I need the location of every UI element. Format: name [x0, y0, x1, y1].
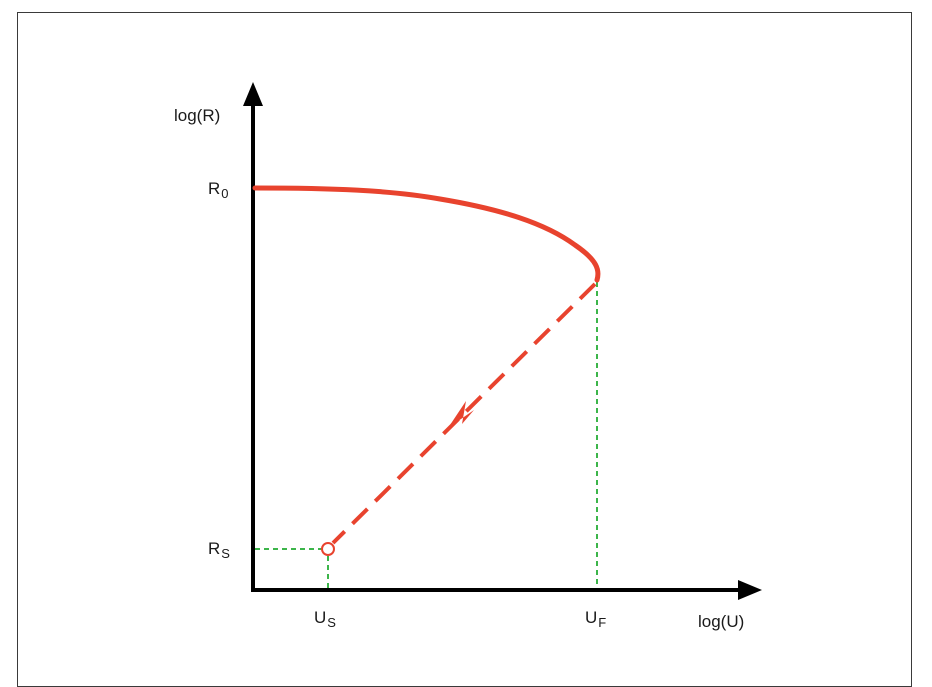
us-label-sub: S — [327, 615, 336, 630]
rs-label-sub: S — [221, 546, 230, 561]
y-axis-arrowhead — [243, 82, 263, 106]
us-label: US — [314, 608, 336, 629]
rs-label: RS — [208, 539, 230, 560]
end-point-marker — [321, 542, 335, 556]
x-axis-arrowhead — [738, 580, 762, 600]
uf-label: UF — [585, 608, 606, 629]
rs-label-base: R — [208, 539, 221, 558]
figure-frame — [17, 12, 912, 687]
r0-label: R0 — [208, 179, 229, 200]
drop-direction-arrowhead — [448, 401, 474, 428]
uf-label-base: U — [585, 608, 598, 627]
r0-label-sub: 0 — [221, 186, 229, 201]
r0-label-base: R — [208, 179, 221, 198]
resistance-curve — [252, 185, 601, 283]
us-label-base: U — [314, 608, 327, 627]
y-axis-label: log(R) — [174, 106, 221, 125]
x-axis-label: log(U) — [698, 612, 745, 631]
dashed-drop-line — [331, 282, 597, 545]
uf-label-sub: F — [598, 615, 607, 630]
